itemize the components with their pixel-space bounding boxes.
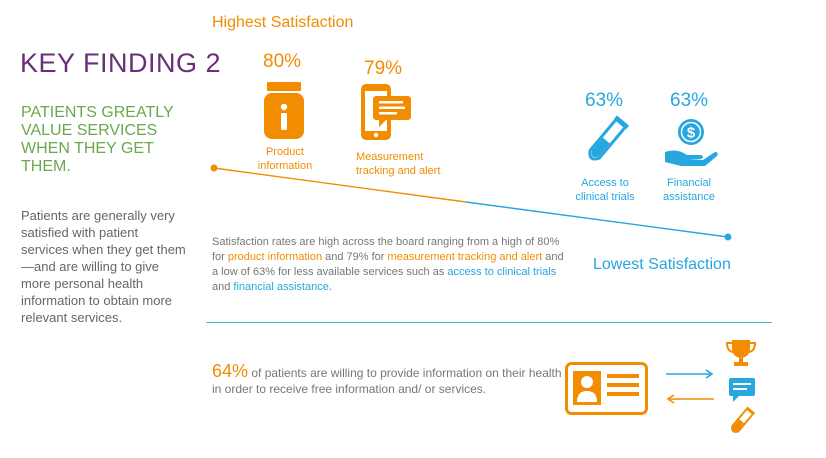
pill-bottle-icon [264, 82, 304, 139]
lowest-satisfaction-label: Lowest Satisfaction [593, 256, 731, 273]
product-information-label: Product information [257, 146, 313, 172]
highlight-product-information: product information [227, 251, 323, 263]
key-finding-subtitle: PATIENTS GREATLY VALUE SERVICES WHEN THE… [21, 104, 174, 175]
svg-text:$: $ [687, 125, 696, 142]
chat-icon [729, 378, 755, 402]
arrow-right-icon [666, 369, 714, 379]
highlight-clinical-trials: access to clinical trials [447, 266, 557, 278]
clinical-trials-percent: 63% [585, 90, 624, 111]
trophy-icon [725, 340, 757, 366]
satisfaction-description: Satisfaction rates are high across the b… [212, 236, 564, 293]
phone-message-icon [361, 84, 411, 140]
id-card-icon [565, 362, 648, 415]
measurement-tracking-percent: 79% [364, 58, 403, 79]
arrow-left-icon [666, 394, 714, 404]
willingness-percent: 64% [212, 361, 249, 381]
test-tube-icon [588, 115, 629, 161]
highlight-financial-assistance: financial assistance [233, 281, 329, 293]
key-finding-title: KEY FINDING 2 [20, 48, 222, 78]
clinical-trials-label: Access to clinical trials [575, 177, 635, 203]
high-point-marker [210, 164, 218, 172]
highlight-measurement-tracking: measurement tracking and alert [387, 251, 543, 263]
small-test-tube-icon [731, 406, 756, 433]
product-information-percent: 80% [263, 51, 302, 72]
hand-dollar-icon: $ [665, 119, 718, 166]
financial-assistance-label: Financial assistance [663, 177, 715, 203]
willingness-statement: 64% of patients are willing to provide i… [212, 361, 562, 396]
highest-satisfaction-label: Highest Satisfaction [212, 14, 354, 31]
measurement-tracking-label: Measurement tracking and alert [356, 151, 441, 177]
low-point-marker [724, 233, 732, 241]
key-finding-body: Patients are generally very satisfied wi… [21, 208, 186, 325]
financial-assistance-percent: 63% [670, 90, 709, 111]
section-divider [206, 322, 772, 323]
